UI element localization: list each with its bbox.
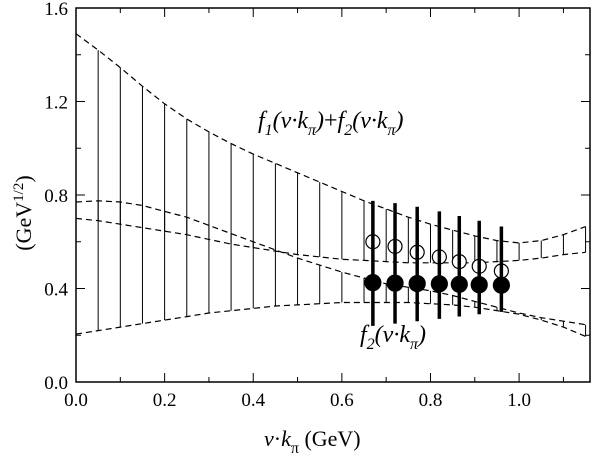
filled-circle-point <box>408 274 426 293</box>
sum-band-lower-curve <box>75 217 586 264</box>
curve-label-f2: f2(v·kπ) <box>360 322 426 353</box>
y-tick-label: 1.2 <box>44 93 68 114</box>
axis-ticks: 0.0 0.2 0.4 0.6 0.8 1.0 0.0 0.4 0.8 1.2 1.6 <box>44 0 590 411</box>
data-layer <box>364 200 510 326</box>
filled-circle-point <box>470 276 488 294</box>
y-tick-label: 0.0 <box>44 373 68 394</box>
filled-circle-point <box>450 275 468 293</box>
curve-label-sum: f1(v·kπ)+f2(v·kπ) <box>258 108 404 139</box>
filled-circle-point <box>364 274 382 292</box>
filled-circle-point <box>430 275 448 293</box>
band-layer <box>75 33 587 337</box>
plot-frame <box>75 7 591 383</box>
y-tick-label: 1.6 <box>44 0 68 20</box>
y-tick-label: 0.8 <box>44 186 68 207</box>
x-tick-label: 0.0 <box>64 390 88 411</box>
x-tick-label: 0.2 <box>153 390 177 411</box>
x-tick-label: 0.6 <box>330 390 354 411</box>
x-axis-title: v·kπ (GeV) <box>264 426 361 457</box>
x-tick-label: 1.0 <box>507 390 531 411</box>
x-tick-label: 0.8 <box>419 390 443 411</box>
f2-band-lower-curve <box>75 301 586 337</box>
filled-circle-point <box>386 274 404 292</box>
sum-band-upper-curve <box>75 33 586 244</box>
f2-band-upper-curve <box>75 200 586 326</box>
y-tick-label: 0.4 <box>44 280 68 301</box>
filled-circle-point <box>492 276 510 294</box>
y-axis-title: (GeV1/2) <box>11 175 36 250</box>
x-tick-label: 0.4 <box>241 390 265 411</box>
